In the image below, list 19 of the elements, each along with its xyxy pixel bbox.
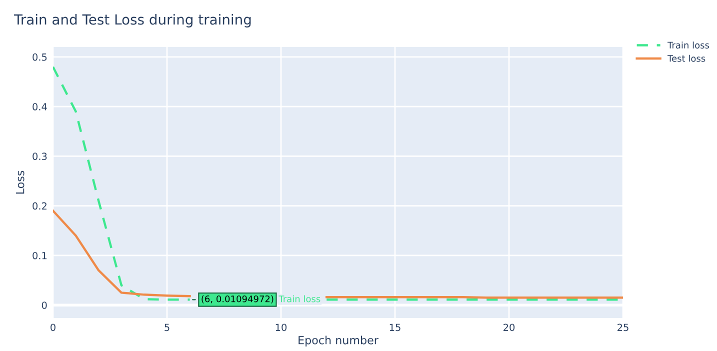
y-tick-label: 0.2: [32, 202, 46, 210]
y-tick-label: 0.1: [32, 252, 47, 260]
y-tick-label: 0.3: [32, 152, 47, 160]
x-tick-label: 15: [390, 324, 400, 332]
y-axis-title: Loss: [16, 170, 24, 194]
x-axis-title: Epoch number: [298, 336, 378, 346]
legend-label: Train loss: [667, 42, 710, 49]
chart-title: Train and Test Loss during training: [14, 14, 251, 28]
x-tick-label: 20: [504, 324, 515, 332]
annotation: (6, 0.01094972): [202, 295, 274, 304]
x-tick-label: 0: [50, 324, 56, 332]
annotation: Train loss: [278, 295, 320, 302]
y-tick-label: 0: [42, 302, 47, 309]
x-tick-label: 25: [618, 324, 628, 332]
x-tick-label: 10: [276, 324, 287, 332]
y-tick-label: 0.4: [32, 103, 47, 110]
x-tick-label: 5: [164, 324, 170, 332]
y-tick-label: 0.5: [32, 53, 47, 61]
legend-label: Test loss: [667, 54, 706, 62]
